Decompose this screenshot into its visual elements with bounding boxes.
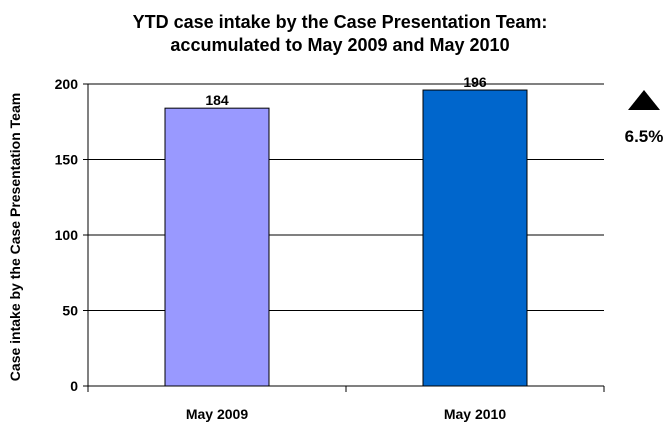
x-tick-label: May 2010 xyxy=(444,406,506,422)
x-tick-label: May 2009 xyxy=(186,406,248,422)
triangle-up-icon xyxy=(628,90,660,110)
labels: 0 50 100 150 200 184 May 2009 196 May 2010 xyxy=(55,74,507,422)
y-tick-label: 100 xyxy=(55,227,79,243)
chart-title-line-2: accumulated to May 2009 and May 2010 xyxy=(170,35,509,55)
y-tick-label: 50 xyxy=(62,303,78,319)
y-tick-label: 0 xyxy=(70,378,78,394)
data-label: 184 xyxy=(205,92,229,108)
bars xyxy=(164,89,528,387)
change-percent-label: 6.5% xyxy=(625,127,664,146)
y-axis-label: Case intake by the Case Presentation Tea… xyxy=(7,93,23,381)
bar-may-2009 xyxy=(164,107,270,387)
y-tick-label: 150 xyxy=(55,152,79,168)
bar-may-2010 xyxy=(422,89,528,387)
chart-title-line-1: YTD case intake by the Case Presentation… xyxy=(133,12,548,32)
y-tick-label: 200 xyxy=(55,76,79,92)
axes xyxy=(83,83,605,392)
data-label: 196 xyxy=(463,74,487,90)
